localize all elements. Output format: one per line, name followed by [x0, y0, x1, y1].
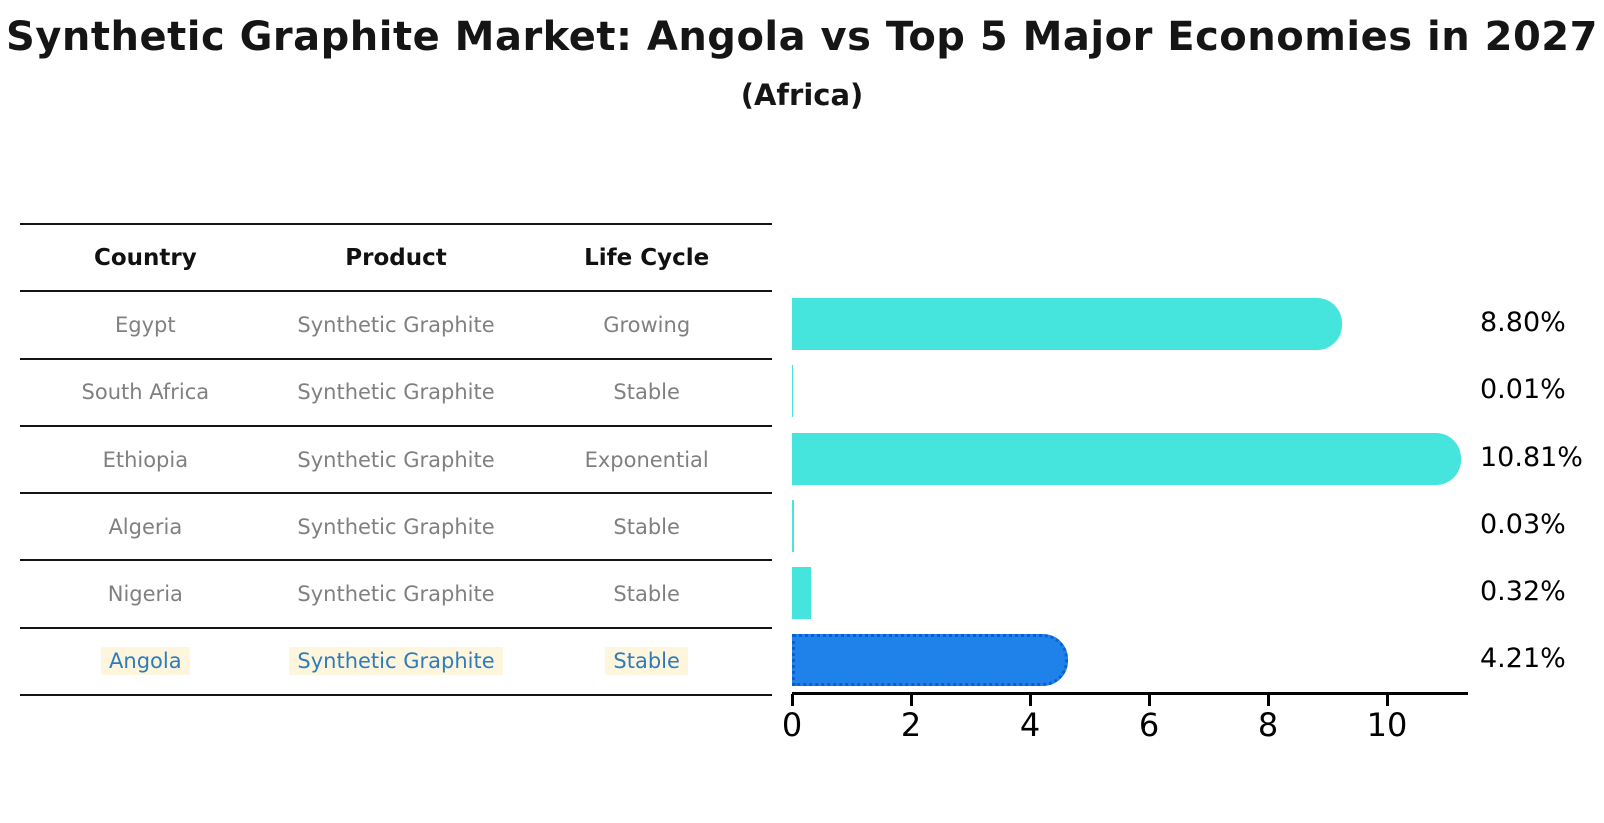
cell-country: Nigeria — [20, 580, 271, 608]
table-row: Egypt Synthetic Graphite Growing — [20, 292, 772, 360]
cell-product: Synthetic Graphite — [271, 513, 522, 541]
table-body: Egypt Synthetic Graphite Growing South A… — [20, 292, 772, 697]
cell-country-text: Nigeria — [107, 582, 183, 607]
cell-product: Synthetic Graphite — [271, 647, 522, 676]
bar-value-label: 0.01% — [1480, 374, 1566, 406]
header-life-cycle-label: Life Cycle — [584, 244, 710, 271]
cell-country-text: Egypt — [115, 312, 176, 337]
cell-country: Angola — [20, 647, 271, 676]
bar — [792, 297, 1342, 350]
cell-country-text: Algeria — [108, 514, 183, 539]
cell-country-text: Angola — [101, 647, 190, 676]
cell-life-cycle-text: Stable — [605, 647, 688, 676]
cell-product-text: Synthetic Graphite — [297, 514, 495, 539]
chart-subtitle: (Africa) — [740, 78, 864, 112]
header-life-cycle: Life Cycle — [521, 243, 772, 273]
cell-life-cycle-text: Stable — [613, 582, 680, 607]
cell-life-cycle-text: Exponential — [584, 447, 709, 472]
header-country: Country — [20, 243, 271, 273]
x-tick-label: 10 — [1366, 706, 1408, 744]
cell-life-cycle: Stable — [521, 378, 772, 406]
header-country-label: Country — [93, 244, 197, 271]
cell-country: South Africa — [20, 378, 271, 406]
table-row: Nigeria Synthetic Graphite Stable — [20, 561, 772, 629]
x-tick-mark — [909, 694, 913, 706]
table-row: Ethiopia Synthetic Graphite Exponential — [20, 427, 772, 495]
cell-product: Synthetic Graphite — [271, 580, 522, 608]
cell-life-cycle: Growing — [521, 311, 772, 339]
cell-life-cycle-text: Growing — [603, 312, 691, 337]
bar-value-label: 0.32% — [1480, 576, 1566, 608]
cell-country: Ethiopia — [20, 446, 271, 474]
cell-product-text: Synthetic Graphite — [297, 380, 495, 405]
bar — [792, 365, 793, 418]
bar-value-label: 10.81% — [1480, 441, 1583, 473]
cell-life-cycle: Stable — [521, 580, 772, 608]
x-tick-label: 2 — [900, 706, 922, 744]
bar-value-label: 4.21% — [1480, 643, 1566, 675]
cell-product-text: Synthetic Graphite — [297, 312, 495, 337]
x-tick-mark — [1028, 694, 1032, 706]
x-tick-label: 0 — [781, 706, 803, 744]
bar — [792, 634, 1069, 687]
cell-product-text: Synthetic Graphite — [297, 447, 495, 472]
table-row: Algeria Synthetic Graphite Stable — [20, 494, 772, 562]
x-axis-line — [792, 691, 1468, 695]
bar — [792, 499, 794, 552]
cell-life-cycle-text: Stable — [613, 514, 680, 539]
cell-life-cycle-text: Stable — [613, 380, 680, 405]
cell-product-text: Synthetic Graphite — [297, 582, 495, 607]
data-table: Country Product Life Cycle Egypt Synthet… — [20, 223, 772, 697]
bar — [792, 432, 1462, 485]
cell-product: Synthetic Graphite — [271, 446, 522, 474]
bar-value-label: 0.03% — [1480, 508, 1566, 540]
x-tick-mark — [1266, 694, 1270, 706]
x-tick-mark — [790, 694, 794, 706]
table-row: Angola Synthetic Graphite Stable — [20, 629, 772, 697]
cell-life-cycle: Stable — [521, 647, 772, 676]
header-product: Product — [271, 243, 522, 273]
bar-value-label: 8.80% — [1480, 306, 1566, 338]
cell-product: Synthetic Graphite — [271, 311, 522, 339]
cell-product: Synthetic Graphite — [271, 378, 522, 406]
cell-country: Egypt — [20, 311, 271, 339]
bar — [792, 567, 812, 620]
cell-country-text: Ethiopia — [102, 447, 189, 472]
header-product-label: Product — [345, 244, 447, 271]
cell-product-text: Synthetic Graphite — [289, 647, 503, 676]
x-tick-label: 8 — [1257, 706, 1279, 744]
x-tick-label: 4 — [1019, 706, 1041, 744]
table-header-row: Country Product Life Cycle — [20, 225, 772, 293]
x-tick-label: 6 — [1138, 706, 1160, 744]
cell-country: Algeria — [20, 513, 271, 541]
table-row: South Africa Synthetic Graphite Stable — [20, 360, 772, 427]
chart-title: Synthetic Graphite Market: Angola vs Top… — [6, 14, 1598, 60]
x-tick-mark — [1147, 694, 1151, 706]
x-tick-mark — [1385, 694, 1389, 706]
cell-life-cycle: Stable — [521, 513, 772, 541]
cell-country-text: South Africa — [81, 380, 210, 405]
cell-life-cycle: Exponential — [521, 446, 772, 474]
